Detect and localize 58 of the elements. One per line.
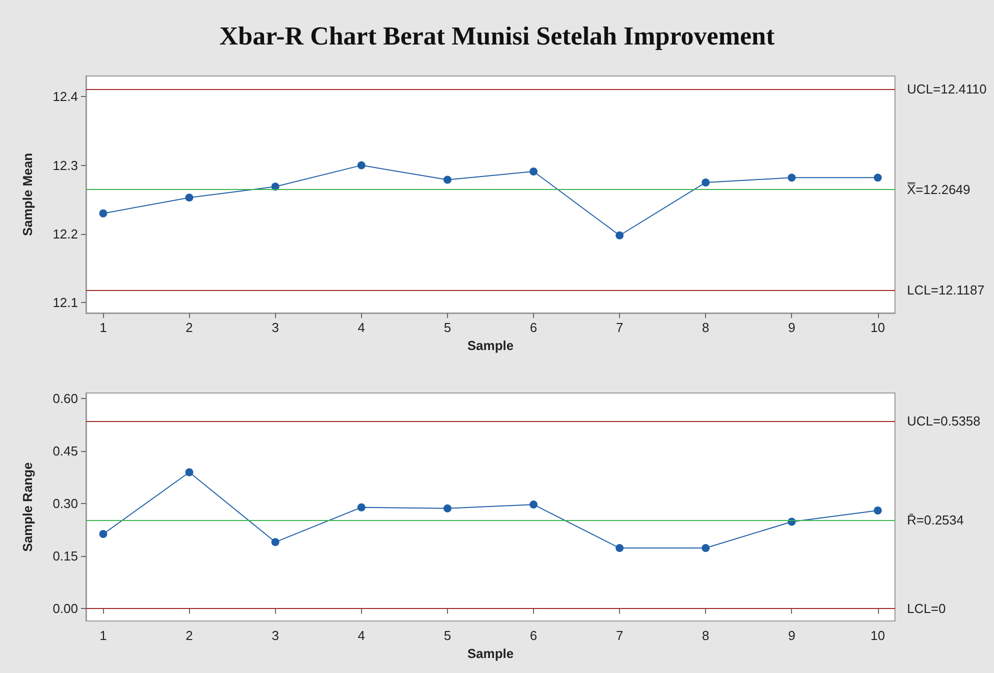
x-tick-label: 3 <box>272 628 279 643</box>
point <box>616 544 624 552</box>
point <box>99 209 108 218</box>
x-tick-label: 10 <box>870 628 886 643</box>
point <box>702 544 710 552</box>
x-tick-label: 3 <box>272 320 279 335</box>
point <box>443 504 452 512</box>
x-tick-label: 1 <box>100 628 107 643</box>
x-tick-label: 7 <box>616 628 624 643</box>
ref-line-label: R̄=0.2534 <box>907 512 964 528</box>
point <box>530 167 538 176</box>
y-tick-label: 12.4 <box>52 89 78 104</box>
y-tick-label: 0.60 <box>52 390 78 406</box>
ref-line-label: LCL=12.1187 <box>907 282 984 298</box>
x-tick-label: 10 <box>870 320 886 335</box>
x-tick-label: 2 <box>186 628 193 643</box>
y-tick-label: 0.15 <box>52 548 78 564</box>
y-tick-label: 12.3 <box>52 158 78 173</box>
x-tick-label: 8 <box>702 320 710 335</box>
y-tick-label: 12.2 <box>52 226 78 242</box>
y-axis-title: Sample Range <box>20 462 35 552</box>
x-tick-label: 1 <box>100 320 107 335</box>
point <box>185 194 194 202</box>
chart-title: Xbar-R Chart Berat Munisi Setelah Improvement <box>219 22 775 50</box>
point <box>530 500 538 509</box>
x-tick-label: 9 <box>788 320 796 335</box>
x-tick-label: 8 <box>702 628 710 643</box>
point <box>702 178 710 186</box>
ref-line-label: X̿=12.2649 <box>907 182 970 197</box>
x-tick-label: 4 <box>358 628 366 643</box>
point <box>874 174 882 182</box>
y-axis-title: Sample Mean <box>20 152 35 236</box>
x-tick-label: 5 <box>444 628 452 643</box>
x-axis-title: Sample <box>467 646 514 661</box>
point <box>357 503 366 512</box>
y-tick-label: 0.30 <box>52 496 78 511</box>
ref-line-label: UCL=12.4110 <box>907 82 987 97</box>
point <box>357 161 366 170</box>
y-tick-label: 12.1 <box>52 295 78 310</box>
x-tick-label: 5 <box>444 320 452 335</box>
ref-line-label: UCL=0.5358 <box>907 413 980 428</box>
y-tick-label: 0.00 <box>52 601 78 616</box>
x-tick-label: 2 <box>186 320 193 335</box>
y-tick-label: 0.45 <box>52 443 78 458</box>
point <box>99 530 108 538</box>
point <box>271 538 280 546</box>
x-tick-label: 4 <box>358 320 366 335</box>
x-tick-label: 6 <box>530 320 538 335</box>
x-tick-label: 6 <box>530 628 538 643</box>
ref-line-label: LCL=0 <box>907 601 946 616</box>
point <box>185 468 194 476</box>
x-tick-label: 9 <box>788 628 796 643</box>
x-axis-title: Sample <box>467 338 514 353</box>
point <box>874 506 882 515</box>
point <box>616 231 624 240</box>
point <box>788 174 796 182</box>
point <box>443 176 452 184</box>
x-tick-label: 7 <box>616 320 624 335</box>
